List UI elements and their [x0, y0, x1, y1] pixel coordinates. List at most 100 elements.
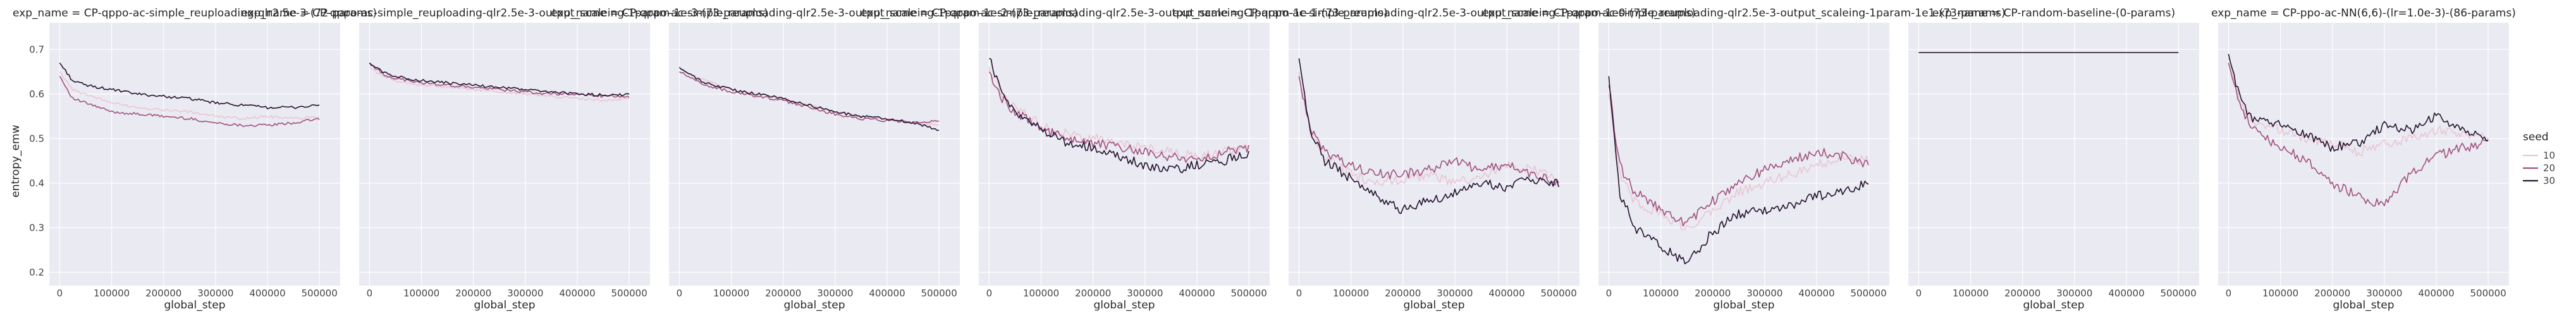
series-line-seed-30: [59, 63, 320, 109]
x-tick-label: 100000: [1023, 288, 1059, 299]
facet-panel: 0 100000 200000 300000 400000 500000 exp_name …: [861, 7, 1388, 312]
plot-background: [1289, 23, 1579, 286]
x-tick-label: 200000: [1075, 288, 1111, 299]
y-tick-label: 0.5: [29, 133, 44, 144]
x-tick-label: 400000: [249, 288, 285, 299]
plot-background: [49, 23, 340, 286]
plot-background: [979, 23, 1270, 286]
series-line-seed-10: [1298, 71, 1559, 186]
series-line-seed-30: [1298, 58, 1559, 214]
series-line-seed-20: [988, 71, 1249, 163]
x-tick-label: 100000: [2262, 288, 2298, 299]
x-axis-label: global_step: [1093, 299, 1155, 312]
legend-label-seed-20: 20: [2543, 162, 2555, 174]
plot-background: [1908, 23, 2199, 286]
x-tick-label: 500000: [1851, 288, 1887, 299]
x-tick-label: 300000: [1127, 288, 1163, 299]
legend-title: seed: [2523, 131, 2549, 143]
x-tick-label: 100000: [403, 288, 439, 299]
x-axis-label: global_step: [164, 299, 225, 312]
facet-panel: 0 100000 200000 300000 400000 500000 0.2 0.3 0.4…: [13, 7, 377, 312]
panel-title: exp_name = CP-random-baseline-(0-params): [1932, 7, 2175, 20]
x-tick-label: 100000: [1333, 288, 1369, 299]
y-tick-label: 0.7: [29, 44, 44, 55]
facet-panel: 0 100000 200000 300000 400000 500000 exp_name …: [551, 7, 1078, 312]
x-axis-label: global_step: [783, 299, 845, 312]
x-tick-label: 0: [1296, 288, 1303, 299]
panel-title: exp_name = CP-qppo-ac-simple_reuploading…: [861, 7, 1388, 20]
facet-panel: 0 100000 200000 300000 400000 500000 exp_name …: [1172, 7, 1695, 312]
facet-panels: 0 100000 200000 300000 400000 500000 0.2 0.3 0.4…: [13, 7, 2516, 312]
series-line-seed-20: [59, 76, 320, 127]
x-tick-label: 200000: [2314, 288, 2350, 299]
facet-panel: 0 100000 200000 300000 400000 500000 exp_name …: [1482, 7, 2005, 312]
x-tick-label: 500000: [611, 288, 647, 299]
facet-panel: 0 100000 200000 300000 400000 500000 exp_name …: [1908, 7, 2199, 312]
x-axis-label: global_step: [1403, 299, 1464, 312]
x-tick-label: 0: [986, 288, 993, 299]
plot-background: [669, 23, 960, 286]
x-axis-label: global_step: [2023, 299, 2084, 312]
panel-title: exp_name = CP-ppo-ac-NN(6,6)-(lr=1.0e-3)…: [2211, 7, 2516, 20]
x-tick-label: 300000: [2056, 288, 2092, 299]
series-line-seed-30: [989, 58, 1249, 174]
x-tick-label: 100000: [94, 288, 130, 299]
panel-title: exp_name = CP-qppo-ac-simple_reuploading…: [551, 7, 1078, 20]
x-tick-label: 100000: [1643, 288, 1679, 299]
x-tick-label: 500000: [1541, 288, 1577, 299]
panel-title: exp_name = CP-qppo-ac-simple_reuploading…: [241, 7, 768, 20]
y-tick-label: 0.4: [29, 178, 44, 189]
x-tick-label: 300000: [1437, 288, 1473, 299]
x-tick-label: 400000: [1179, 288, 1215, 299]
x-tick-label: 500000: [2161, 288, 2197, 299]
series-line-seed-20: [1298, 76, 1559, 186]
plot-background: [2218, 23, 2509, 286]
x-tick-label: 400000: [869, 288, 905, 299]
x-tick-label: 300000: [2366, 288, 2402, 299]
x-tick-label: 400000: [1798, 288, 1834, 299]
series-line-seed-10: [59, 71, 320, 121]
x-tick-label: 0: [677, 288, 683, 299]
x-tick-label: 400000: [2108, 288, 2144, 299]
x-tick-label: 400000: [1488, 288, 1524, 299]
plot-background: [359, 23, 650, 286]
series-line-seed-30: [678, 66, 940, 131]
y-tick-label: 0.2: [29, 267, 44, 278]
x-axis-label: global_step: [1713, 299, 1774, 312]
series-line-seed-10: [988, 67, 1249, 161]
series-line-seed-10: [369, 66, 630, 102]
x-tick-label: 0: [57, 288, 63, 299]
x-tick-label: 500000: [921, 288, 957, 299]
series-line-seed-20: [2228, 63, 2489, 207]
x-tick-label: 200000: [765, 288, 801, 299]
x-axis-label: global_step: [2333, 299, 2394, 312]
x-tick-label: 500000: [302, 288, 338, 299]
x-tick-label: 0: [2226, 288, 2232, 299]
y-tick-label: 0.3: [29, 222, 44, 233]
legend-label-seed-30: 30: [2543, 175, 2555, 186]
x-tick-label: 200000: [455, 288, 491, 299]
x-tick-label: 100000: [1953, 288, 1989, 299]
x-tick-label: 300000: [507, 288, 543, 299]
x-tick-label: 200000: [1695, 288, 1731, 299]
plot-background: [1598, 23, 1889, 286]
x-tick-label: 300000: [197, 288, 233, 299]
facet-panel: 0 100000 200000 300000 400000 500000 exp_name …: [2211, 7, 2516, 312]
x-tick-label: 300000: [817, 288, 853, 299]
x-tick-label: 0: [367, 288, 373, 299]
x-axis-label: global_step: [474, 299, 535, 312]
series-line-seed-30: [369, 63, 630, 97]
series-line-seed-10: [2228, 58, 2489, 157]
series-line-seed-30: [2228, 54, 2489, 152]
x-tick-label: 300000: [1746, 288, 1782, 299]
y-axis-label: entropy_emw: [9, 125, 22, 197]
y-tick-label: 0.6: [29, 88, 44, 100]
series-line-seed-10: [1608, 94, 1869, 230]
x-tick-label: 200000: [145, 288, 181, 299]
panel-title: exp_name = CP-qppo-ac-simple_reuploading…: [1482, 7, 2005, 20]
x-tick-label: 500000: [1231, 288, 1267, 299]
panel-title: exp_name = CP-qppo-ac-simple_reuploading…: [13, 7, 377, 20]
x-tick-label: 0: [1606, 288, 1612, 299]
